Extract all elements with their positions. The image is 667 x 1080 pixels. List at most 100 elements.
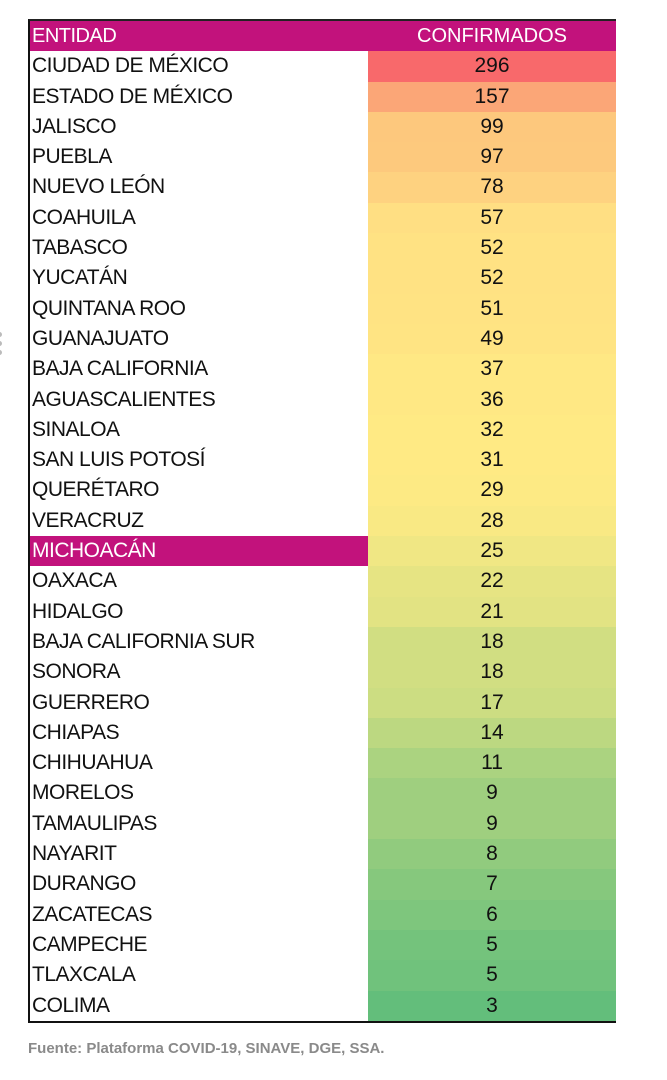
- table-row: MICHOACÁN 25: [30, 536, 616, 567]
- confirmados-cell: 51: [368, 293, 616, 324]
- entidad-cell: GUANAJUATO: [32, 326, 169, 350]
- table-row: CHIHUAHUA 11: [30, 748, 616, 779]
- confirmados-cell: 37: [368, 354, 616, 385]
- table-row: NUEVO LEÓN 78: [30, 172, 616, 203]
- entidad-cell: QUINTANA ROO: [32, 296, 186, 320]
- table-row: COAHUILA 57: [30, 202, 616, 234]
- table-row: VERACRUZ 28: [30, 505, 616, 537]
- table-row: SINALOA 32: [30, 414, 616, 446]
- confirmados-cell: 6: [368, 899, 616, 930]
- confirmados-cell: 21: [368, 596, 616, 627]
- confirmados-cell: 52: [368, 233, 616, 264]
- entidad-cell: MORELOS: [32, 781, 134, 805]
- entidad-cell: COLIMA: [32, 993, 110, 1017]
- entidad-cell: ZACATECAS: [32, 902, 152, 926]
- entidad-cell: SAN LUIS POTOSÍ: [32, 448, 206, 472]
- confirmados-cell: 157: [368, 81, 616, 112]
- entidad-cell: DURANGO: [32, 872, 136, 896]
- entidad-cell: NAYARIT: [32, 842, 117, 866]
- confirmados-cell: 17: [368, 687, 616, 718]
- table-row: NAYARIT 8: [30, 839, 616, 870]
- table-row: COLIMA 3: [30, 990, 616, 1021]
- table-row: ZACATECAS 6: [30, 899, 616, 930]
- confirmed-cases-table: ENTIDAD CONFIRMADOS CIUDAD DE MÉXICO 296 E…: [28, 19, 616, 1023]
- entidad-cell: TAMAULIPAS: [32, 811, 157, 835]
- table-row: JALISCO 99: [30, 111, 616, 143]
- table-row: QUINTANA ROO 51: [30, 293, 616, 324]
- confirmados-cell: 8: [368, 839, 616, 870]
- confirmados-cell: 18: [368, 626, 616, 658]
- table-row: AGUASCALIENTES 36: [30, 384, 616, 415]
- header-confirmados: CONFIRMADOS: [417, 25, 567, 47]
- entidad-cell: CHIAPAS: [32, 720, 120, 744]
- entidad-cell: PUEBLA: [32, 145, 112, 169]
- table-row: MORELOS 9: [30, 778, 616, 809]
- confirmados-cell: 29: [368, 475, 616, 506]
- entidad-cell: BAJA CALIFORNIA SUR: [32, 629, 255, 653]
- entidad-cell: ESTADO DE MÉXICO: [32, 84, 233, 108]
- entidad-cell: YUCATÁN: [32, 266, 128, 290]
- entidad-cell: CHIHUAHUA: [32, 751, 153, 775]
- table-row: DURANGO 7: [30, 869, 616, 900]
- confirmados-cell: 9: [368, 808, 616, 840]
- entidad-cell: SONORA: [32, 660, 121, 684]
- confirmados-cell: 14: [368, 717, 616, 749]
- confirmados-cell: 25: [368, 536, 616, 567]
- table-row: YUCATÁN 52: [30, 263, 616, 294]
- entidad-cell: TABASCO: [32, 236, 128, 260]
- table-row: CAMPECHE 5: [30, 929, 616, 961]
- confirmados-cell: 99: [368, 111, 616, 143]
- entidad-cell: HIDALGO: [32, 599, 124, 623]
- table-row: OAXACA 22: [30, 566, 616, 597]
- table-row: TLAXCALA 5: [30, 960, 616, 991]
- entidad-cell: COAHUILA: [32, 205, 136, 229]
- table-row: SAN LUIS POTOSÍ 31: [30, 445, 616, 476]
- confirmados-cell: 97: [368, 142, 616, 173]
- confirmados-cell: 5: [368, 929, 616, 961]
- entidad-cell: GUERRERO: [32, 690, 150, 714]
- table-row: PUEBLA 97: [30, 142, 616, 173]
- table-row: GUANAJUATO 49: [30, 323, 616, 355]
- table-row: SONORA 18: [30, 657, 616, 688]
- confirmados-cell: 296: [368, 51, 616, 82]
- confirmados-cell: 36: [368, 384, 616, 415]
- header-entidad: ENTIDAD: [32, 25, 117, 47]
- table-row: HIDALGO 21: [30, 596, 616, 627]
- table-row: GUERRERO 17: [30, 687, 616, 718]
- table-row: CHIAPAS 14: [30, 717, 616, 749]
- table-row: CIUDAD DE MÉXICO 296: [30, 51, 616, 82]
- table-row: TABASCO 52: [30, 233, 616, 264]
- more-options-icon: [0, 332, 3, 360]
- table-row: TAMAULIPAS 9: [30, 808, 616, 840]
- confirmados-cell: 9: [368, 778, 616, 809]
- entidad-cell: TLAXCALA: [32, 963, 136, 987]
- entidad-cell: SINALOA: [32, 417, 120, 441]
- confirmados-cell: 49: [368, 323, 616, 355]
- confirmados-cell: 52: [368, 263, 616, 294]
- confirmados-cell: 11: [368, 748, 616, 779]
- table-row: BAJA CALIFORNIA SUR 18: [30, 626, 616, 658]
- table-row: QUERÉTARO 29: [30, 475, 616, 506]
- confirmados-cell: 18: [368, 657, 616, 688]
- entidad-cell: BAJA CALIFORNIA: [32, 357, 208, 381]
- confirmados-cell: 7: [368, 869, 616, 900]
- entidad-cell: OAXACA: [32, 569, 117, 593]
- entidad-cell: VERACRUZ: [32, 508, 144, 532]
- entidad-cell: MICHOACÁN: [30, 536, 368, 567]
- confirmados-cell: 31: [368, 445, 616, 476]
- table-row: BAJA CALIFORNIA 37: [30, 354, 616, 385]
- entidad-cell: CAMPECHE: [32, 932, 148, 956]
- entidad-cell: NUEVO LEÓN: [32, 175, 165, 199]
- confirmados-cell: 22: [368, 566, 616, 597]
- entidad-cell: CIUDAD DE MÉXICO: [32, 54, 229, 78]
- entidad-cell: AGUASCALIENTES: [32, 387, 216, 411]
- table-row: ESTADO DE MÉXICO 157: [30, 81, 616, 112]
- confirmados-cell: 32: [368, 414, 616, 446]
- entidad-cell: QUERÉTARO: [32, 478, 159, 502]
- confirmados-cell: 5: [368, 960, 616, 991]
- confirmados-cell: 78: [368, 172, 616, 203]
- table-header: ENTIDAD CONFIRMADOS: [30, 21, 616, 52]
- entidad-cell: JALISCO: [32, 114, 117, 138]
- source-note: Fuente: Plataforma COVID-19, SINAVE, DGE…: [28, 1040, 385, 1057]
- confirmados-cell: 28: [368, 505, 616, 537]
